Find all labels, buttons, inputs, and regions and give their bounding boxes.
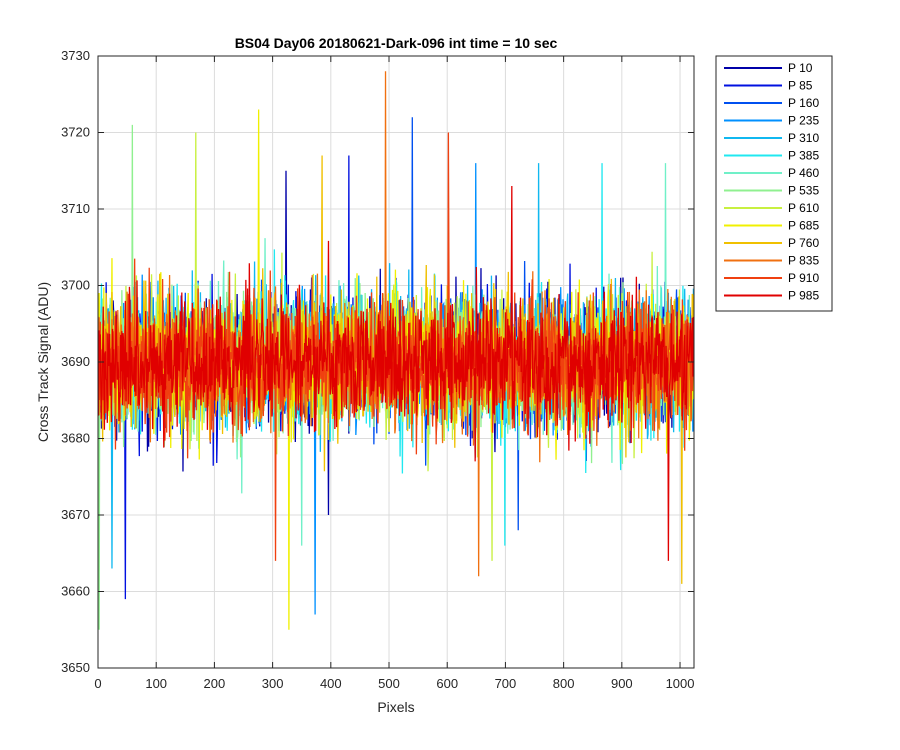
legend-entry: P 160 (788, 96, 819, 110)
x-tick-label: 500 (378, 676, 400, 691)
y-tick-label: 3670 (61, 507, 90, 522)
legend: P 10 P 85 P 160 P 235 P 310 P 385 P 460 P 535 P … (715, 55, 833, 312)
legend-entry: P 685 (788, 219, 819, 233)
y-tick-label: 3650 (61, 660, 90, 675)
legend-entry: P 610 (788, 201, 819, 215)
legend-entry: P 535 (788, 184, 819, 198)
y-tick-label: 3660 (61, 584, 90, 599)
x-tick-label: 600 (436, 676, 458, 691)
legend-entry: P 835 (788, 254, 819, 268)
y-tick-label: 3700 (61, 278, 90, 293)
x-tick-label: 800 (553, 676, 575, 691)
x-tick-label: 400 (320, 676, 342, 691)
y-tick-label: 3720 (61, 125, 90, 140)
legend-entry: P 235 (788, 114, 819, 128)
legend-entry: P 85 (788, 79, 813, 93)
legend-entry: P 385 (788, 149, 819, 163)
legend-entry: P 910 (788, 271, 819, 285)
legend-entry: P 760 (788, 236, 819, 250)
legend-box (715, 55, 833, 312)
x-tick-label: 900 (611, 676, 633, 691)
x-tick-label: 700 (495, 676, 517, 691)
y-tick-label: 3680 (61, 431, 90, 446)
y-axis: 3650 3660 3670 3680 3690 3700 3710 3720 3730 (61, 48, 694, 675)
legend-entry: P 460 (788, 166, 819, 180)
legend-entry: P 10 (788, 61, 813, 75)
y-tick-label: 3690 (61, 354, 90, 369)
x-axis-label: Pixels (377, 699, 414, 715)
chart-title: BS04 Day06 20180621-Dark-096 int time = … (235, 35, 558, 51)
x-tick-label: 200 (204, 676, 226, 691)
y-axis-label: Cross Track Signal (ADU) (35, 282, 51, 442)
x-tick-label: 300 (262, 676, 284, 691)
legend-entry: P 310 (788, 131, 819, 145)
x-tick-label: 0 (94, 676, 101, 691)
y-tick-label: 3730 (61, 48, 90, 63)
y-tick-label: 3710 (61, 201, 90, 216)
x-tick-label: 1000 (666, 676, 695, 691)
series-line-p985 (98, 186, 694, 561)
legend-entry: P 985 (788, 289, 819, 303)
x-axis: 0 100 200 300 400 500 600 700 800 900 1000 (94, 56, 694, 691)
x-tick-label: 100 (145, 676, 167, 691)
series-group (98, 71, 694, 630)
